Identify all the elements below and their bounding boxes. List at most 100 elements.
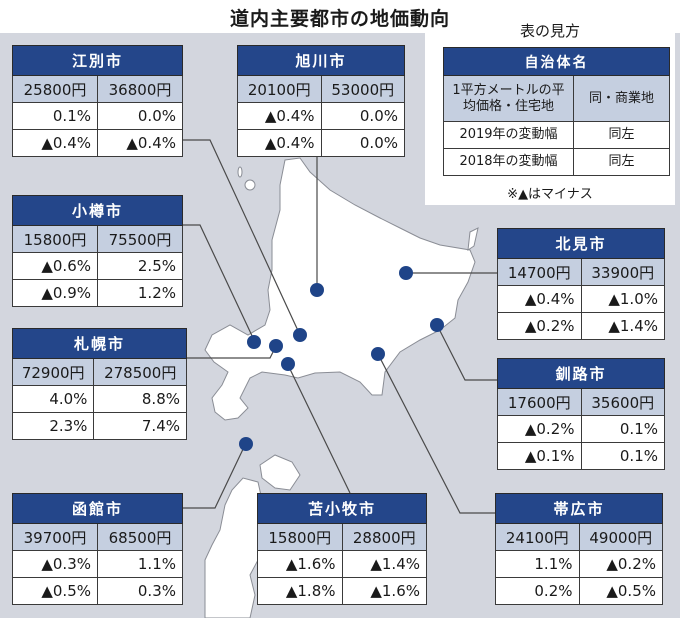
city-name: 帯広市: [495, 493, 663, 524]
city-name: 北見市: [497, 228, 665, 259]
legend-header: 自治体名: [443, 47, 670, 76]
commercial-price: 278500円: [93, 358, 187, 386]
page-title: 道内主要都市の地価動向: [229, 8, 450, 30]
legend-table: 自治体名 1平方メートルの平均価格・住宅地 同・商業地 2019年の変動幅 同左…: [443, 47, 670, 176]
city-table-otaru: 小樽市 15800円 75500円 ▲0.6% 2.5% ▲0.9% 1.2%: [12, 195, 183, 307]
dot-asahikawa: [310, 283, 324, 297]
change-2019-commercial: ▲1.4%: [341, 550, 427, 578]
change-2018-commercial: 7.4%: [93, 412, 187, 440]
city-name: 旭川市: [237, 45, 405, 76]
change-2018-commercial: 0.1%: [580, 442, 665, 470]
city-table-kushiro: 釧路市 17600円 35600円 ▲0.2% 0.1% ▲0.1% 0.1%: [497, 358, 665, 470]
change-2019-residential: ▲0.4%: [497, 285, 582, 313]
dot-kitami: [399, 266, 413, 280]
dot-otaru: [247, 335, 261, 349]
change-2018-commercial: ▲0.4%: [97, 129, 183, 157]
commercial-price: 33900円: [580, 258, 665, 286]
residential-price: 15800円: [12, 225, 98, 253]
leader-line-kushiro: [436, 324, 497, 381]
commercial-price: 35600円: [580, 388, 665, 416]
change-2018-residential: 2.3%: [11, 412, 95, 440]
commercial-price: 49000円: [578, 523, 663, 551]
change-2018-residential: ▲0.4%: [237, 129, 322, 157]
city-table-obihiro: 帯広市 24100円 49000円 1.1% ▲0.2% 0.2% ▲0.5%: [495, 493, 663, 605]
city-table-asahikawa: 旭川市 20100円 53000円 ▲0.4% 0.0% ▲0.4% 0.0%: [237, 45, 405, 157]
legend-price-residential: 1平方メートルの平均価格・住宅地: [443, 75, 574, 122]
city-name: 小樽市: [12, 195, 183, 226]
residential-price: 17600円: [497, 388, 582, 416]
city-name: 苫小牧市: [257, 493, 427, 524]
change-2019-residential: ▲0.3%: [12, 550, 98, 578]
change-2019-commercial: ▲0.2%: [578, 550, 663, 578]
change-2019-commercial: 8.8%: [93, 385, 187, 413]
dot-ebetsu: [293, 328, 307, 342]
residential-price: 15800円: [257, 523, 343, 551]
leader-line-otaru: [183, 224, 255, 341]
change-2019-residential: ▲0.4%: [237, 102, 322, 130]
leader-line-ebetsu: [183, 139, 301, 336]
commercial-price: 75500円: [97, 225, 183, 253]
dot-obihiro: [371, 347, 385, 361]
change-2018-commercial: ▲1.4%: [580, 312, 665, 340]
change-2019-commercial: 0.0%: [320, 102, 405, 130]
change-2018-commercial: 0.3%: [97, 577, 183, 605]
change-2018-residential: ▲0.9%: [12, 279, 98, 307]
city-name: 釧路市: [497, 358, 665, 389]
leader-line-obihiro: [377, 353, 495, 514]
legend-row-2018-right: 同左: [573, 148, 670, 176]
dot-hakodate: [239, 437, 253, 451]
dot-sapporo: [269, 339, 283, 353]
change-2019-commercial: 0.1%: [580, 415, 665, 443]
city-table-hakodate: 函館市 39700円 68500円 ▲0.3% 1.1% ▲0.5% 0.3%: [12, 493, 183, 605]
change-2018-residential: ▲0.5%: [12, 577, 98, 605]
change-2018-residential: ▲1.8%: [257, 577, 343, 605]
change-2019-commercial: 2.5%: [97, 252, 183, 280]
change-2019-commercial: 1.1%: [97, 550, 183, 578]
change-2019-residential: ▲1.6%: [257, 550, 343, 578]
change-2018-commercial: 0.0%: [320, 129, 405, 157]
change-2019-residential: ▲0.2%: [497, 415, 582, 443]
change-2018-residential: 0.2%: [495, 577, 580, 605]
residential-price: 20100円: [237, 75, 322, 103]
legend-row-2019: 2019年の変動幅: [443, 121, 574, 149]
commercial-price: 36800円: [97, 75, 183, 103]
change-2018-residential: ▲0.2%: [497, 312, 582, 340]
city-name: 江別市: [12, 45, 183, 76]
commercial-price: 28800円: [341, 523, 427, 551]
legend-note: ※▲はマイナス: [507, 187, 593, 202]
leader-line-hakodate: [183, 444, 246, 509]
residential-price: 14700円: [497, 258, 582, 286]
legend-heading: 表の見方: [519, 22, 580, 40]
change-2019-commercial: 0.0%: [97, 102, 183, 130]
city-table-tomakomai: 苫小牧市 15800円 28800円 ▲1.6% ▲1.4% ▲1.8% ▲1.6%: [257, 493, 427, 605]
residential-price: 25800円: [12, 75, 98, 103]
change-2018-residential: ▲0.1%: [497, 442, 582, 470]
dot-kushiro: [430, 318, 444, 332]
city-name: 函館市: [12, 493, 183, 524]
residential-price: 72900円: [11, 358, 95, 386]
change-2019-residential: 1.1%: [495, 550, 580, 578]
change-2018-commercial: ▲1.6%: [341, 577, 427, 605]
change-2019-residential: 0.1%: [12, 102, 98, 130]
change-2019-commercial: ▲1.0%: [580, 285, 665, 313]
dot-tomakomai: [281, 357, 295, 371]
legend-row-2019-right: 同左: [573, 121, 670, 149]
city-name: 札幌市: [12, 328, 187, 359]
commercial-price: 53000円: [320, 75, 405, 103]
change-2019-residential: 4.0%: [11, 385, 95, 413]
legend-price-commercial: 同・商業地: [573, 75, 670, 122]
residential-price: 39700円: [12, 523, 98, 551]
city-table-sapporo: 札幌市 72900円 278500円 4.0% 8.8% 2.3% 7.4%: [11, 328, 187, 440]
city-table-kitami: 北見市 14700円 33900円 ▲0.4% ▲1.0% ▲0.2% ▲1.4%: [497, 228, 665, 340]
leader-line-tomakomai: [287, 364, 351, 494]
change-2018-commercial: 1.2%: [97, 279, 183, 307]
change-2019-residential: ▲0.6%: [12, 252, 98, 280]
commercial-price: 68500円: [97, 523, 183, 551]
residential-price: 24100円: [495, 523, 580, 551]
change-2018-residential: ▲0.4%: [12, 129, 98, 157]
change-2018-commercial: ▲0.5%: [578, 577, 663, 605]
legend-row-2018: 2018年の変動幅: [443, 148, 574, 176]
shimokita-peninsula: [259, 454, 301, 491]
city-table-ebetsu: 江別市 25800円 36800円 0.1% 0.0% ▲0.4% ▲0.4%: [12, 45, 183, 157]
